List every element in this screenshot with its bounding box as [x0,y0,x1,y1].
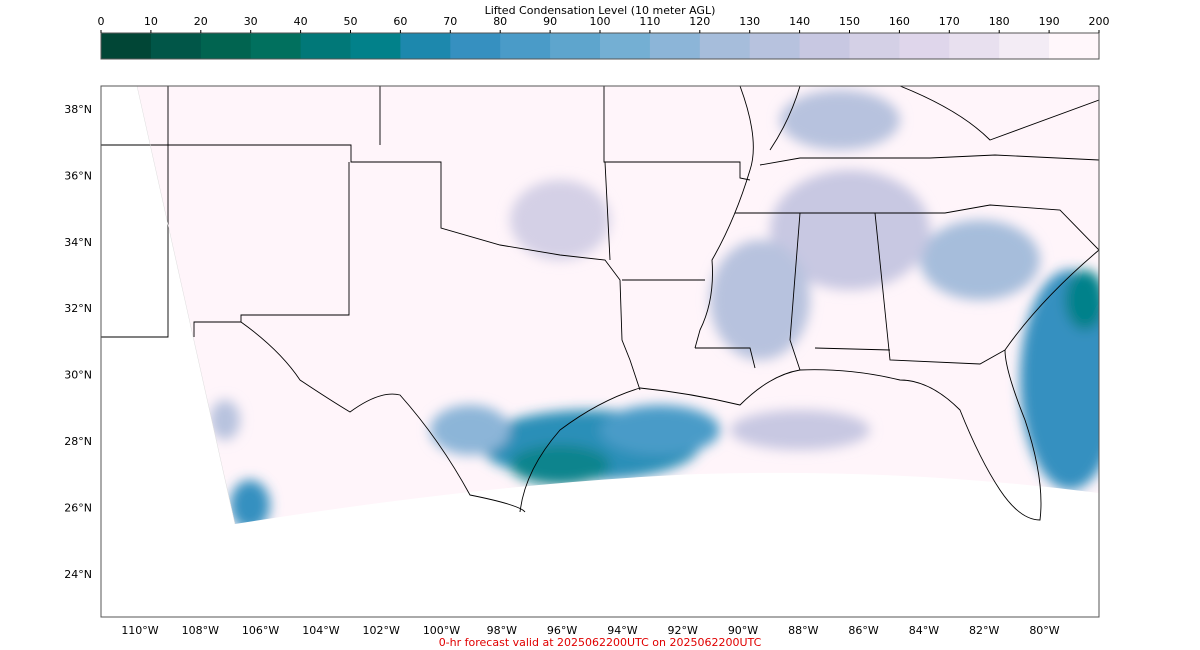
lon-label: 92°W [668,624,698,637]
lon-label: 100°W [423,624,460,637]
colorbar-title: Lifted Condensation Level (10 meter AGL) [485,4,716,17]
colorbar-segment [1049,33,1100,59]
lon-label: 106°W [242,624,279,637]
colorbar-tick-label: 120 [689,15,710,28]
colorbar-tick-label: 40 [294,15,308,28]
lon-label: 80°W [1029,624,1059,637]
map-labels: 38°N 36°N 34°N 32°N 30°N 28°N 26°N 24°N 110°W 108… [64,103,1060,637]
lat-label: 36°N [64,169,92,182]
colorbar-segment [749,33,801,59]
colorbar-segment [450,33,501,59]
lon-label: 108°W [182,624,219,637]
colorbar: 0 10 20 30 40 50 60 70 80 90 100 110 120 130 140 150 160… [98,15,1110,60]
borders [101,86,1099,521]
lat-label: 32°N [64,302,92,315]
colorbar-tick-label: 200 [1089,15,1110,28]
colorbar-tick-label: 80 [493,15,507,28]
lon-label: 82°W [969,624,999,637]
colorbar-segment [999,33,1050,59]
colorbar-segment [200,33,252,59]
lat-label: 28°N [64,435,92,448]
colorbar-segment [949,33,1000,59]
lon-label: 94°W [607,624,637,637]
lon-label: 90°W [728,624,758,637]
colorbar-tick-label: 90 [543,15,557,28]
lat-label: 26°N [64,501,92,514]
colorbar-tick-label: 110 [639,15,660,28]
colorbar-tick-label: 130 [739,15,760,28]
lon-label: 84°W [909,624,939,637]
colorbar-tick-label: 50 [344,15,358,28]
colorbar-tick-label: 0 [98,15,105,28]
colorbar-segment [649,33,701,59]
colorbar-segment [550,33,601,59]
lon-label: 102°W [363,624,400,637]
colorbar-tick-label: 70 [443,15,457,28]
lon-label: 96°W [547,624,577,637]
colorbar-tick-label: 140 [789,15,810,28]
lat-label: 34°N [64,236,92,249]
map [101,86,1099,525]
lat-label: 30°N [64,369,92,382]
colorbar-tick-label: 60 [393,15,407,28]
colorbar-tick-label: 100 [590,15,611,28]
lon-label: 88°W [788,624,818,637]
colorbar-tick-label: 160 [889,15,910,28]
lat-label: 38°N [64,103,92,116]
colorbar-segment [150,33,202,59]
footer: 0-hr forecast valid at 2025062200UTC on … [439,636,762,649]
lcl-field [210,90,1099,524]
colorbar-segment [899,33,950,59]
colorbar-tick-label: 30 [244,15,258,28]
colorbar-segment [849,33,900,59]
lon-label: 86°W [848,624,878,637]
lon-label: 110°W [121,624,158,637]
colorbar-segment [400,33,451,59]
colorbar-segment [350,33,401,59]
colorbar-segment [500,33,551,59]
colorbar-tick-label: 170 [939,15,960,28]
colorbar-tick-label: 150 [839,15,860,28]
colorbar-segment [600,33,651,59]
colorbar-segment [699,33,751,59]
colorbar-segment [250,33,302,59]
colorbar-segment [300,33,351,59]
colorbar-segment [799,33,850,59]
map-frame [100,85,1100,618]
lat-label: 24°N [64,568,92,581]
lon-label: 104°W [302,624,339,637]
colorbar-tick-label: 20 [194,15,208,28]
colorbar-tick-label: 190 [1039,15,1060,28]
colorbar-segment [101,33,152,59]
colorbar-tick-label: 180 [989,15,1010,28]
lon-label: 98°W [487,624,517,637]
colorbar-tick-label: 10 [144,15,158,28]
